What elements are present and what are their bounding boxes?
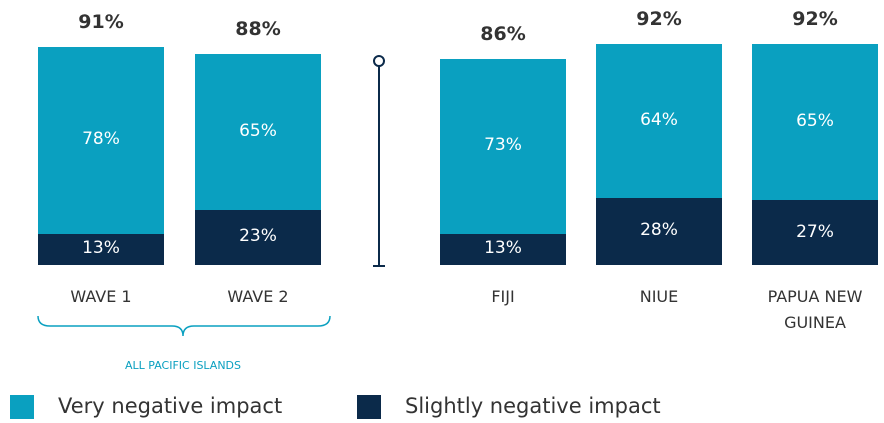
divider-knob xyxy=(373,55,385,67)
bar-segment xyxy=(38,46,164,234)
annotation: ALL PACIFIC ISLANDS xyxy=(124,359,242,372)
value-label: 64% xyxy=(640,110,678,130)
bar-segment xyxy=(195,209,321,265)
legend-label: Slightly negative impact xyxy=(405,394,661,418)
bar-segment xyxy=(596,44,722,198)
bar-segment xyxy=(195,53,321,210)
bar-segment xyxy=(440,58,566,234)
brace xyxy=(37,315,331,337)
total-label: 88% xyxy=(235,17,281,40)
bar-segment xyxy=(752,44,878,201)
value-label: 65% xyxy=(796,111,834,132)
bar-segment xyxy=(596,197,722,265)
value-label: 27% xyxy=(796,221,834,242)
bar-segment xyxy=(38,233,164,265)
total-label: 92% xyxy=(636,8,682,31)
category-label: PAPUA NEW GUINEA xyxy=(767,287,863,332)
total-label: 92% xyxy=(792,8,838,31)
value-label: 13% xyxy=(82,238,120,259)
total-label: 86% xyxy=(480,22,526,45)
legend-swatch xyxy=(357,395,381,419)
category-label: WAVE 1 xyxy=(70,287,132,306)
legend-swatch xyxy=(10,395,34,419)
total-label: 91% xyxy=(78,10,124,33)
category-label: WAVE 2 xyxy=(227,287,289,306)
value-label: 73% xyxy=(484,135,522,156)
category-label: NIUE xyxy=(639,287,679,306)
value-label: 78% xyxy=(82,129,120,150)
category-label: FIJI xyxy=(491,287,515,306)
bar-segment xyxy=(440,233,566,265)
value-label: 23% xyxy=(239,226,277,247)
value-label: 13% xyxy=(484,238,522,259)
value-label: 28% xyxy=(640,220,678,241)
value-label: 65% xyxy=(239,120,277,141)
bar-segment xyxy=(752,200,878,265)
legend-label: Very negative impact xyxy=(58,394,283,418)
